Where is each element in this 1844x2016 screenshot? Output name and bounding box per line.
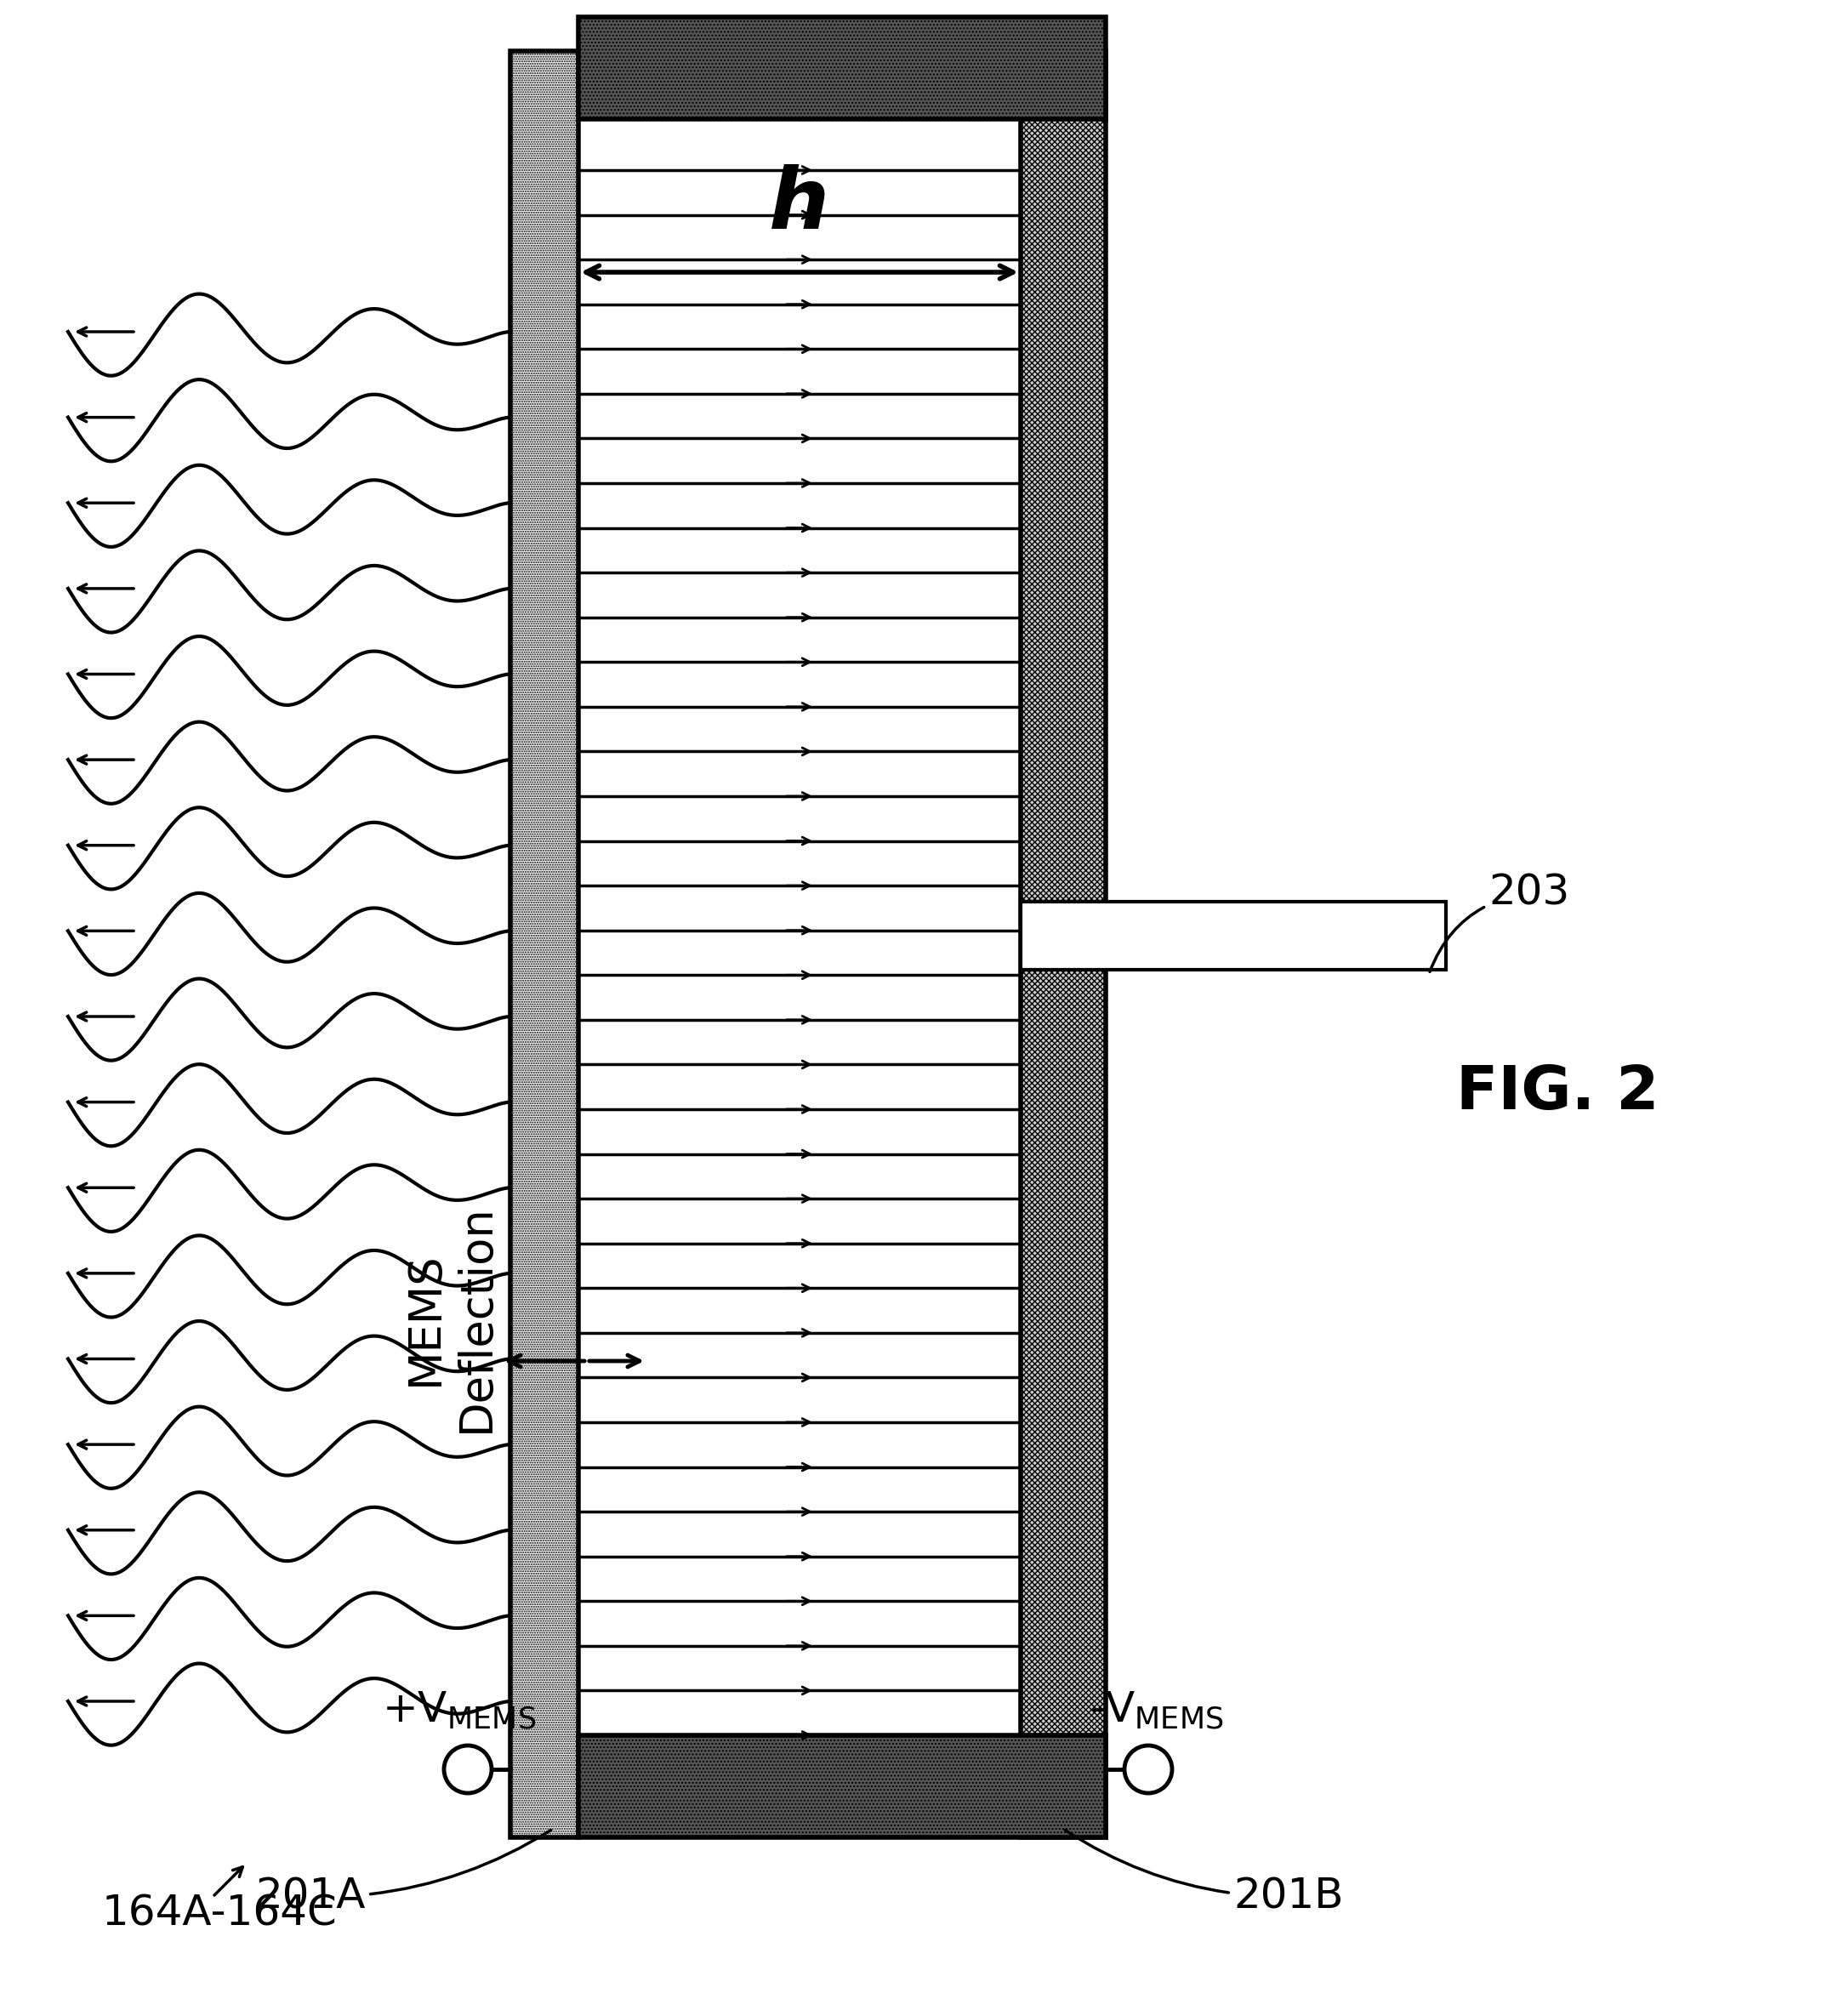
Text: FIG. 2: FIG. 2: [1455, 1062, 1658, 1123]
Text: +V$_{\mathrm{MEMS}}$: +V$_{\mathrm{MEMS}}$: [382, 1689, 537, 1732]
Bar: [1022, 50, 1106, 1837]
Text: 201B: 201B: [1066, 1831, 1344, 1917]
Circle shape: [444, 1746, 492, 1792]
Text: -V$_{\mathrm{MEMS}}$: -V$_{\mathrm{MEMS}}$: [1090, 1689, 1224, 1732]
Bar: [1022, 901, 1446, 970]
Text: 201A: 201A: [256, 1831, 551, 1917]
Text: 203: 203: [1429, 873, 1569, 972]
Text: MEMS
Deflection: MEMS Deflection: [404, 1204, 498, 1433]
Circle shape: [1125, 1746, 1173, 1792]
Bar: [579, 1736, 1106, 1837]
Bar: [511, 50, 579, 1837]
Bar: [579, 16, 1106, 119]
Text: 164A-164C: 164A-164C: [101, 1893, 337, 1933]
Text: h: h: [769, 163, 830, 246]
